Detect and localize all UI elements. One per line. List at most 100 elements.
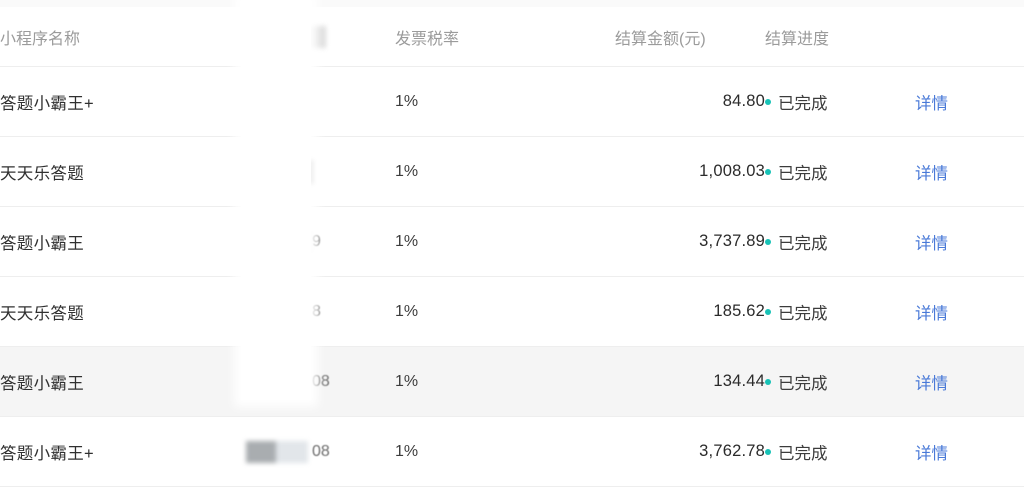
table-body: 答题小霸王+ 1% 84.80 已完成 详情 天天乐答题 1% 1,008.03 已完成 详情 答题… [0,66,1024,487]
cell-tax-rate: 1% [395,276,615,347]
status-dot-icon [765,448,771,455]
redaction-mosaic [248,230,312,253]
detail-link[interactable]: 详情 [915,164,948,183]
redaction-mosaic [246,440,308,463]
detail-link[interactable]: 详情 [915,374,948,393]
detail-link[interactable]: 详情 [915,234,948,253]
redaction-block [274,230,286,253]
detail-link[interactable]: 详情 [915,304,948,323]
status-badge: 已完成 [765,370,828,394]
cell-app-name: 答题小霸王 [0,346,240,417]
cell-tax-rate: 1% [395,136,615,207]
status-dot-icon [765,168,771,175]
redacted-text-fragment: 08 [312,372,330,390]
table-row[interactable]: 答题小霸王+ 1% 84.80 已完成 详情 [0,66,1024,137]
redacted-text-fragment: 9 [312,232,321,250]
settlement-amount-text: 3,737.89 [699,232,765,250]
redaction-block [284,159,312,184]
app-name-text: 天天乐答题 [0,304,84,323]
redacted-cell-content: 08 [240,417,395,486]
column-header-app-name: 小程序名称 [0,7,240,67]
cell-settlement-progress: 已完成 [765,136,915,207]
cell-settlement-amount: 3,737.89 [615,206,765,277]
tax-rate-text: 1% [395,442,419,460]
column-header-tax-rate: 发票税率 [395,7,615,67]
cell-action: 详情 [915,206,1024,277]
cell-app-name: 天天乐答题 [0,276,240,347]
cell-redacted [240,136,395,207]
redaction-mosaic [248,159,312,184]
detail-link[interactable]: 详情 [915,444,948,463]
settlement-amount-text: 84.80 [722,92,765,110]
redaction-block [292,25,326,48]
cell-action: 详情 [915,136,1024,207]
app-name-text: 答题小霸王 [0,234,84,253]
status-badge: 已完成 [765,230,828,254]
cell-tax-rate: 1% [395,346,615,417]
cell-app-name: 答题小霸王 [0,206,240,277]
settlement-amount-text: 185.62 [713,302,765,320]
redaction-mosaic [262,25,326,48]
cell-settlement-amount: 1,008.03 [615,136,765,207]
cell-settlement-amount: 84.80 [615,66,765,137]
status-dot-icon [765,238,771,245]
settlement-amount-text: 134.44 [713,372,765,390]
status-badge: 已完成 [765,90,828,114]
redaction-block [248,159,274,184]
cell-app-name: 答题小霸王+ [0,66,240,137]
cell-settlement-progress: 已完成 [765,206,915,277]
table-row[interactable]: 答题小霸王 9 1% 3,737.89 已完成 详情 [0,206,1024,277]
tax-rate-text: 1% [395,372,419,390]
status-text: 已完成 [778,374,828,393]
redacted-cell-content [240,137,395,206]
app-name-text: 答题小霸王 [0,374,84,393]
status-badge: 已完成 [765,440,828,464]
tax-rate-text: 1% [395,92,419,110]
redaction-block [274,159,284,184]
table-row[interactable]: 答题小霸王 08 1% 134.44 已完成 详情 [0,346,1024,417]
cell-app-name: 答题小霸王+ [0,416,240,487]
status-text: 已完成 [778,444,828,463]
redacted-text-fragment: 8 [312,302,321,320]
app-name-text: 答题小霸王+ [0,444,94,463]
tax-rate-text: 1% [395,232,419,250]
redaction-block [248,230,274,253]
redacted-cell-content [240,67,395,136]
table-header: 小程序名称 发票税率 结算金额(元) 结算进度 [0,7,1024,67]
column-header-redacted [240,7,395,67]
cell-redacted: 08 [240,346,395,417]
cell-settlement-progress: 已完成 [765,66,915,137]
table-header-row: 小程序名称 发票税率 结算金额(元) 结算进度 [0,7,1024,67]
status-badge: 已完成 [765,160,828,184]
app-name-text: 天天乐答题 [0,164,84,183]
status-dot-icon [765,98,771,105]
cell-redacted: 9 [240,206,395,277]
cell-tax-rate: 1% [395,66,615,137]
cell-tax-rate: 1% [395,416,615,487]
cell-settlement-amount: 185.62 [615,276,765,347]
redaction-block [248,90,276,113]
table-row[interactable]: 天天乐答题 8 1% 185.62 已完成 详情 [0,276,1024,347]
app-name-text: 答题小霸王+ [0,94,94,113]
cell-settlement-amount: 3,762.78 [615,416,765,487]
status-text: 已完成 [778,234,828,253]
status-dot-icon [765,308,771,315]
status-badge: 已完成 [765,300,828,324]
column-header-progress: 结算进度 [765,7,915,67]
redacted-cell-content: 8 [240,277,395,346]
redaction-block [276,440,308,463]
detail-link[interactable]: 详情 [915,94,948,113]
settlement-table: 小程序名称 发票税率 结算金额(元) 结算进度 答题小霸王+ 1% 84.80 已完成… [0,7,1024,487]
table-row[interactable]: 天天乐答题 1% 1,008.03 已完成 详情 [0,136,1024,207]
redaction-block [286,230,312,253]
redacted-cell-content: 9 [240,207,395,276]
tax-rate-text: 1% [395,302,419,320]
cell-redacted: 08 [240,416,395,487]
table-row[interactable]: 答题小霸王+ 08 1% 3,762.78 已完成 详情 [0,416,1024,487]
cell-settlement-amount: 134.44 [615,346,765,417]
status-text: 已完成 [778,164,828,183]
settlement-amount-text: 3,762.78 [699,442,765,460]
cell-redacted: 8 [240,276,395,347]
redacted-cell-content: 08 [240,347,395,416]
